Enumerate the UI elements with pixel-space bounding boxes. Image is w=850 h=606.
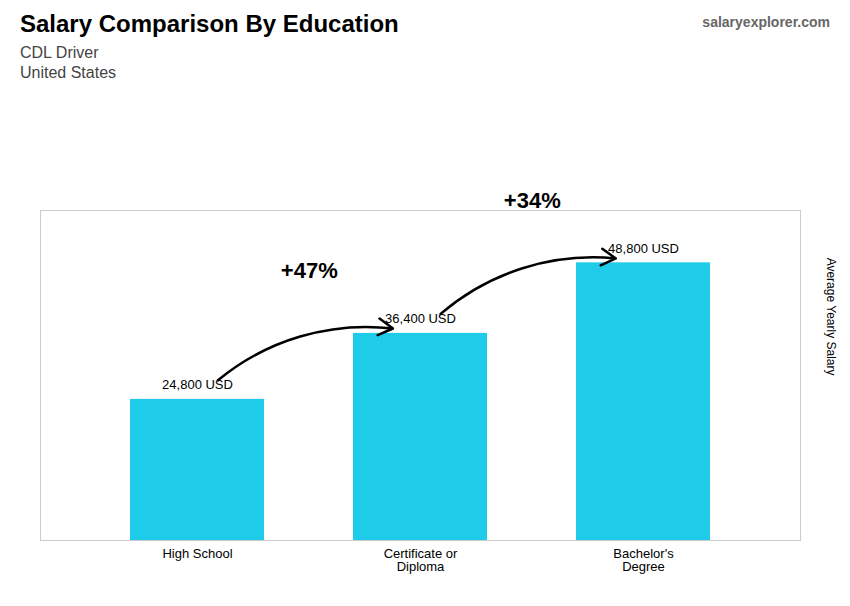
- svg-text:+34%: +34%: [504, 188, 561, 213]
- svg-text:Bachelor'sDegree: Bachelor'sDegree: [613, 546, 674, 574]
- svg-text:High School: High School: [162, 546, 232, 561]
- html-text:Salary Comparison By Education: Salary Comparison By Education: [20, 10, 399, 37]
- html-text:United States: United States: [20, 64, 117, 81]
- svg-text:36,400 USD: 36,400 USD: [385, 311, 456, 326]
- svg-text:48,800 USD: 48,800 USD: [608, 241, 679, 256]
- svg-text:Certificate orDiploma: Certificate orDiploma: [384, 546, 458, 574]
- html-text:CDL Driver: CDL Driver: [20, 44, 99, 61]
- svg-text:24,800 USD: 24,800 USD: [162, 377, 233, 392]
- html-text:salaryexplorer.com: salaryexplorer.com: [702, 14, 830, 30]
- svg-text:+47%: +47%: [281, 258, 338, 283]
- svg-text:Average Yearly Salary: Average Yearly Salary: [824, 258, 838, 376]
